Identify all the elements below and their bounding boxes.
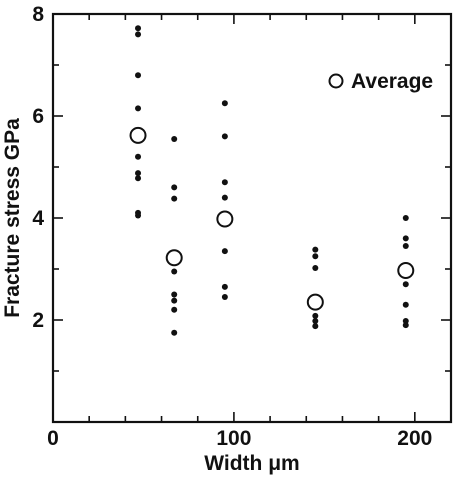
- data-point: [135, 31, 142, 38]
- data-point: [135, 25, 142, 32]
- data-point: [171, 306, 178, 313]
- data-point: [171, 184, 178, 191]
- y-axis-title: Fracture stress GPa: [1, 118, 24, 318]
- x-tick-label: 100: [216, 427, 251, 450]
- data-point: [171, 268, 178, 275]
- average-point: [306, 293, 324, 311]
- data-point: [135, 105, 142, 112]
- y-tick-label: 2: [32, 309, 44, 332]
- y-tick-label: 4: [32, 207, 44, 230]
- data-point: [402, 322, 409, 329]
- x-tick-label: 0: [47, 427, 59, 450]
- data-point: [221, 194, 228, 201]
- data-point: [171, 291, 178, 298]
- data-point: [402, 243, 409, 250]
- data-point: [312, 318, 319, 325]
- average-point: [397, 262, 415, 280]
- average-point: [216, 210, 234, 228]
- data-point: [312, 253, 319, 260]
- data-point: [312, 323, 319, 330]
- y-tick-label: 8: [32, 3, 44, 26]
- data-point: [171, 297, 178, 304]
- data-point: [402, 301, 409, 308]
- legend-average-marker: [328, 73, 344, 89]
- data-point: [135, 153, 142, 160]
- data-point: [221, 179, 228, 186]
- data-point: [312, 246, 319, 253]
- data-point: [221, 100, 228, 107]
- data-point: [221, 294, 228, 301]
- legend: Average: [328, 70, 433, 93]
- data-point: [312, 264, 319, 271]
- data-point: [135, 175, 142, 182]
- data-point: [171, 195, 178, 202]
- data-point: [312, 312, 319, 319]
- data-point: [221, 283, 228, 290]
- data-point: [171, 135, 178, 142]
- x-axis-title: Width μm: [204, 452, 299, 475]
- data-point: [221, 133, 228, 140]
- y-tick-label: 6: [32, 105, 44, 128]
- data-point: [135, 170, 142, 177]
- data-point: [135, 72, 142, 79]
- data-point: [135, 212, 142, 219]
- x-tick-label: 200: [397, 427, 432, 450]
- average-point: [165, 249, 183, 267]
- average-point: [129, 126, 147, 144]
- data-point: [171, 329, 178, 336]
- data-point: [402, 281, 409, 288]
- data-point: [402, 235, 409, 242]
- data-point: [221, 248, 228, 255]
- plot-area: 0 100 200 2 4 6 8: [32, 3, 453, 450]
- legend-average-label: Average: [351, 70, 433, 93]
- data-point: [402, 215, 409, 221]
